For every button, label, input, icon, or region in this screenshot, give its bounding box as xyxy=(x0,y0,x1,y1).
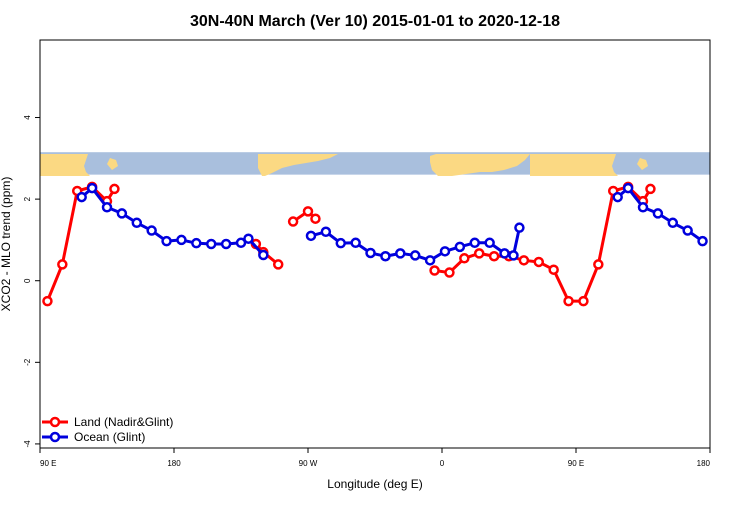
land-data-point xyxy=(57,259,68,270)
land-data-point xyxy=(459,253,470,264)
map-land-japan xyxy=(107,158,118,170)
ocean-data-point xyxy=(101,202,113,213)
ocean-data-point xyxy=(508,250,519,261)
land-series-line xyxy=(434,185,652,303)
y-tick-label: -2 xyxy=(23,358,32,366)
ocean-data-point xyxy=(484,237,495,249)
ocean-data-point xyxy=(424,255,436,266)
ocean-data-point xyxy=(469,237,481,249)
ocean-data-point xyxy=(335,237,347,249)
ocean-data-point xyxy=(409,250,421,261)
land-data-point xyxy=(310,213,321,224)
ocean-data-point xyxy=(205,238,217,250)
y-axis: -4 -2 0 2 4 xyxy=(23,115,40,448)
ocean-data-point xyxy=(622,182,634,194)
legend: Land (Nadir&Glint) Ocean (Glint) xyxy=(42,415,173,444)
ocean-series-line xyxy=(310,227,521,262)
plot-frame xyxy=(39,39,711,449)
x-tick-label: 0 xyxy=(440,459,445,468)
ocean-data-point xyxy=(161,235,172,247)
ocean-data-point xyxy=(258,249,269,261)
map-land-europe-africa xyxy=(430,154,530,176)
ocean-data-point xyxy=(116,208,128,219)
ocean-data-point xyxy=(350,237,361,249)
ocean-data-point xyxy=(697,235,708,247)
ocean-data-point xyxy=(439,246,451,257)
ocean-data-point xyxy=(320,226,332,238)
land-data-point xyxy=(302,206,314,217)
ocean-data-point xyxy=(365,247,376,259)
x-tick-label: 180 xyxy=(167,459,181,468)
legend-land-label: Land (Nadir&Glint) xyxy=(74,415,173,429)
ocean-data-point xyxy=(395,248,406,259)
x-tick-label: 90 W xyxy=(299,459,318,468)
ocean-data-point xyxy=(220,238,232,250)
land-data-point xyxy=(42,295,53,307)
ocean-data-point xyxy=(305,230,317,242)
ocean-data-point xyxy=(191,237,202,249)
ocean-data-point xyxy=(131,217,143,229)
ocean-data-point xyxy=(637,202,649,213)
legend-land-swatch-marker xyxy=(49,416,61,428)
map-land-north-america xyxy=(258,154,338,176)
ocean-data-point xyxy=(499,248,510,259)
map-land-masses xyxy=(40,154,648,176)
ocean-data-point xyxy=(235,237,247,249)
x-tick-label: 90 E xyxy=(40,459,56,468)
ocean-data-point xyxy=(514,222,525,233)
land-data-point xyxy=(563,295,574,307)
land-data-point xyxy=(593,259,604,270)
y-tick-label: 4 xyxy=(23,115,32,120)
legend-ocean-swatch-marker xyxy=(49,431,61,443)
ocean-data-point xyxy=(243,233,254,244)
ocean-data-point xyxy=(146,225,157,236)
land-data-point xyxy=(578,295,589,307)
land-data-point xyxy=(429,265,440,276)
map-land-japan-repeat xyxy=(637,158,648,170)
land-data-point xyxy=(533,256,545,268)
ocean-data-point xyxy=(667,217,679,229)
land-data-point xyxy=(548,264,559,275)
ocean-data-point xyxy=(652,208,664,219)
x-tick-label: 90 E xyxy=(568,459,584,468)
y-tick-label: -4 xyxy=(23,440,32,448)
ocean-data-point xyxy=(682,225,693,236)
x-tick-label: 180 xyxy=(697,459,711,468)
ocean-data-point xyxy=(86,182,98,194)
land-data-point xyxy=(444,267,455,278)
x-axis: 90 E 180 90 W 0 90 E 180 xyxy=(39,448,711,468)
land-data-point xyxy=(109,183,120,195)
ocean-data-point xyxy=(176,234,187,246)
y-tick-label: 2 xyxy=(23,196,32,201)
ocean-data-point xyxy=(76,191,87,203)
y-axis-label: XCO2 - MLO trend (ppm) xyxy=(0,177,13,312)
map-band xyxy=(40,152,710,176)
land-data-point xyxy=(287,216,299,227)
land-data-point xyxy=(518,255,530,266)
land-data-point xyxy=(645,183,656,195)
land-data-point xyxy=(473,248,485,259)
ocean-data-point xyxy=(454,241,466,253)
ocean-data-point xyxy=(380,250,391,262)
x-axis-label: Longitude (deg E) xyxy=(327,477,422,491)
land-data-point xyxy=(272,259,284,270)
land-data-point xyxy=(488,250,500,262)
series-layer xyxy=(42,181,708,307)
ocean-data-point xyxy=(612,191,623,203)
map-land-north-america-east xyxy=(300,154,336,160)
map-land-east-asia xyxy=(40,154,90,176)
y-tick-label: 0 xyxy=(23,278,32,283)
legend-ocean-label: Ocean (Glint) xyxy=(74,430,145,444)
chart-title: 30N-40N March (Ver 10) 2015-01-01 to 202… xyxy=(190,13,560,30)
map-land-asia xyxy=(530,154,618,176)
